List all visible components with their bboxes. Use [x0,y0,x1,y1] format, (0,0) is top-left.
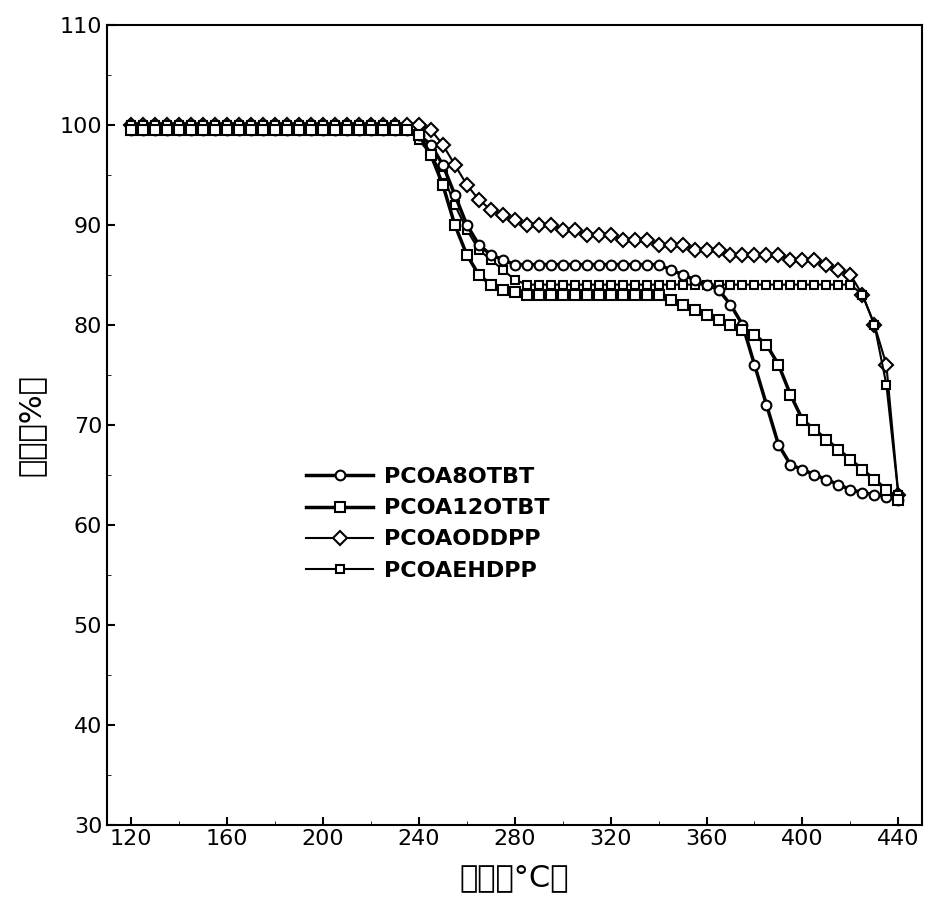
PCOAEHDPP [785,279,796,290]
PCOAODDPP [869,319,880,330]
PCOA8OTBT [126,125,137,135]
PCOAODDPP [449,159,460,170]
Line: PCOA8OTBT: PCOA8OTBT [126,125,903,504]
PCOA12OTBT [785,389,796,400]
PCOA12OTBT [521,289,532,300]
PCOA12OTBT [126,125,137,135]
PCOA12OTBT [305,125,316,135]
PCOA12OTBT [869,474,880,485]
PCOAEHDPP [449,199,460,210]
PCOA8OTBT [353,125,364,135]
PCOA8OTBT [869,489,880,500]
PCOAEHDPP [869,319,880,330]
PCOA8OTBT [893,494,904,505]
PCOAEHDPP [305,119,316,130]
PCOA8OTBT [305,125,316,135]
PCOAEHDPP [353,119,364,130]
PCOAODDPP [305,119,316,130]
X-axis label: 温度（°C）: 温度（°C） [460,864,569,893]
PCOA8OTBT [449,189,460,200]
PCOA8OTBT [521,259,532,270]
PCOAODDPP [785,255,796,265]
PCOAODDPP [353,119,364,130]
Line: PCOAODDPP: PCOAODDPP [126,120,903,499]
Y-axis label: 失重（%）: 失重（%） [17,374,46,475]
Line: PCOA12OTBT: PCOA12OTBT [126,125,903,504]
PCOAEHDPP [126,119,137,130]
Line: PCOAEHDPP: PCOAEHDPP [127,121,902,499]
Legend: PCOA8OTBT, PCOA12OTBT, PCOAODDPP, PCOAEHDPP: PCOA8OTBT, PCOA12OTBT, PCOAODDPP, PCOAEH… [298,458,559,590]
PCOA12OTBT [353,125,364,135]
PCOA12OTBT [893,494,904,505]
PCOA12OTBT [449,219,460,230]
PCOAODDPP [893,489,904,500]
PCOA8OTBT [785,459,796,470]
PCOAODDPP [126,119,137,130]
PCOAEHDPP [521,279,532,290]
PCOAEHDPP [893,489,904,500]
PCOAODDPP [521,219,532,230]
